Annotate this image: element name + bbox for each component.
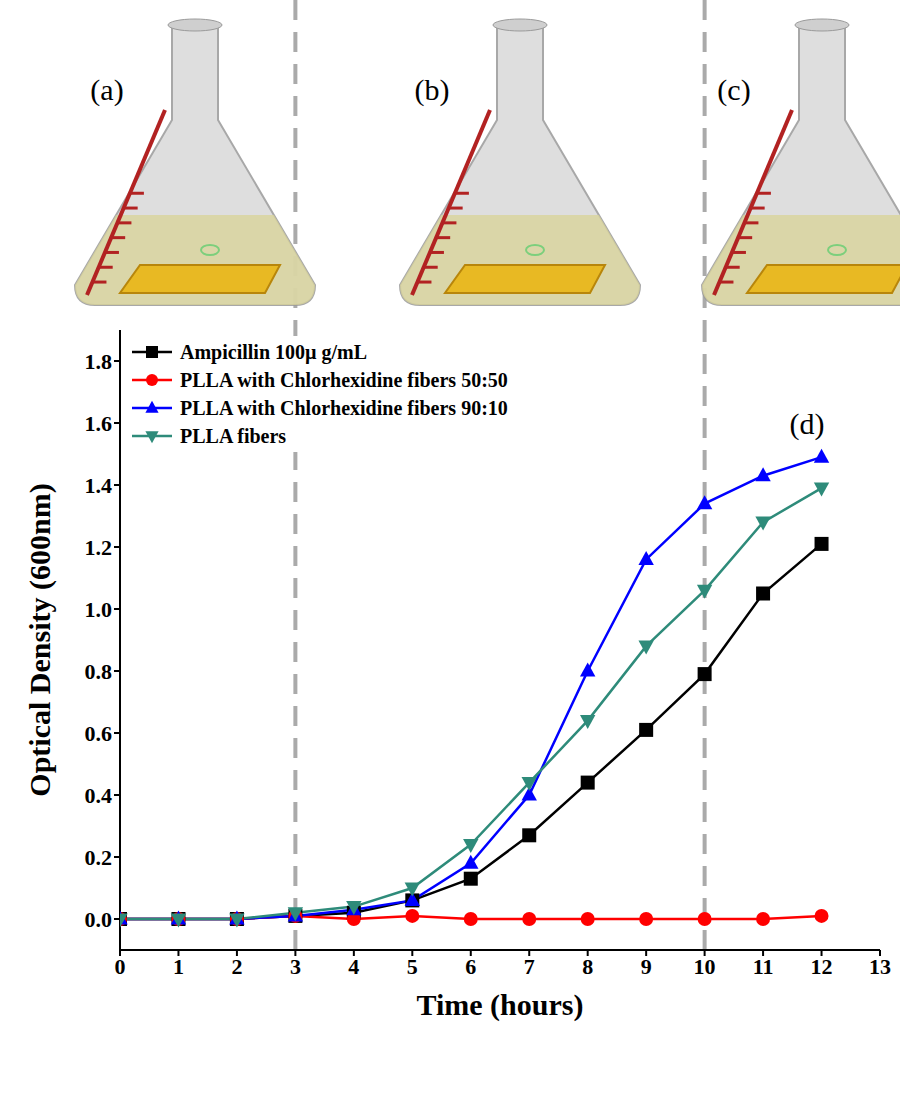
svg-text:6: 6 (465, 954, 476, 979)
svg-text:(d): (d) (789, 407, 824, 441)
svg-text:0: 0 (115, 954, 126, 979)
html-text:Optical Density (600nm): Optical Density (600nm) (23, 483, 56, 797)
svg-text:3: 3 (290, 954, 301, 979)
html-text:Time (hours): Time (hours) (416, 988, 584, 1021)
svg-text:2: 2 (231, 954, 242, 979)
svg-text:10: 10 (694, 954, 716, 979)
svg-text:4: 4 (348, 954, 359, 979)
svg-text:1.6: 1.6 (85, 411, 113, 436)
svg-text:1.4: 1.4 (85, 473, 113, 498)
svg-text:12: 12 (811, 954, 833, 979)
html-text:PLLA with Chlorhexidine fibers: PLLA with Chlorhexidine fibers 90:10 (180, 396, 508, 419)
svg-text:1: 1 (173, 954, 184, 979)
svg-text:9: 9 (641, 954, 652, 979)
svg-text:11: 11 (753, 954, 774, 979)
svg-text:0.2: 0.2 (85, 845, 113, 870)
svg-text:(a): (a) (90, 73, 123, 107)
html-text:PLLA with Chlorhexidine fibers: PLLA with Chlorhexidine fibers 50:50 (180, 368, 508, 391)
svg-text:8: 8 (582, 954, 593, 979)
svg-text:0.8: 0.8 (85, 659, 113, 684)
svg-text:7: 7 (524, 954, 535, 979)
svg-text:1.0: 1.0 (85, 597, 113, 622)
svg-text:0.4: 0.4 (85, 783, 113, 808)
svg-text:(c): (c) (717, 73, 750, 107)
html-text:PLLA fibers: PLLA fibers (180, 424, 287, 447)
svg-text:1.2: 1.2 (85, 535, 113, 560)
svg-text:13: 13 (869, 954, 891, 979)
svg-text:0.0: 0.0 (85, 907, 113, 932)
svg-text:0.6: 0.6 (85, 721, 113, 746)
svg-text:1.8: 1.8 (85, 349, 113, 374)
svg-text:5: 5 (407, 954, 418, 979)
html-text:Ampicillin 100µ g/mL: Ampicillin 100µ g/mL (180, 340, 368, 363)
svg-text:(b): (b) (415, 73, 450, 107)
